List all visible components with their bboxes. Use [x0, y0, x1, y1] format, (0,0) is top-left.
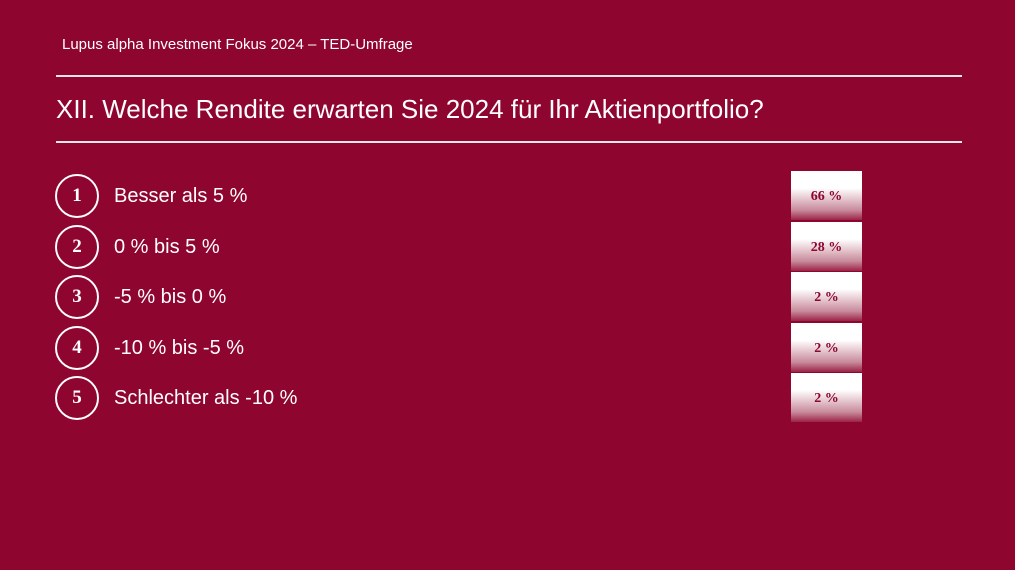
option-label: Schlechter als -10 % [114, 387, 298, 409]
divider [56, 141, 962, 143]
question-title: XII. Welche Rendite erwarten Sie 2024 fü… [56, 94, 764, 124]
option-result: 2 % [791, 322, 862, 372]
option-result: 2 % [791, 373, 862, 422]
option-result: 2 % [791, 272, 862, 321]
subtitle: Lupus alpha Investment Fokus 2024 – TED-… [62, 36, 413, 53]
option-label: -10 % bis -5 % [114, 336, 245, 359]
option-number: 5 [55, 376, 99, 420]
option-result: 66 % [791, 171, 862, 220]
option-label: -5 % bis 0 % [114, 286, 227, 308]
option-number: 1 [55, 174, 99, 218]
option-number: 4 [55, 325, 99, 370]
option-label: Besser als 5 % [114, 185, 248, 207]
divider [56, 75, 962, 77]
option-label: 0 % bis 5 % [114, 235, 220, 258]
option-number: 2 [55, 224, 99, 269]
option-result: 28 % [791, 221, 862, 271]
option-number: 3 [55, 275, 99, 319]
